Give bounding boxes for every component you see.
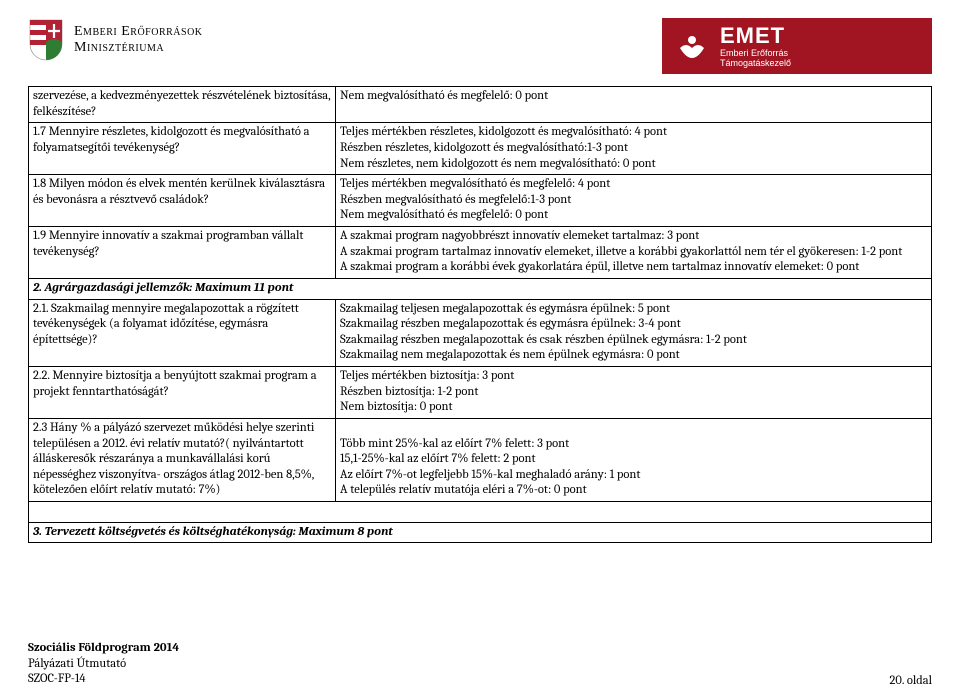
criterion-cell: 2.3 Hány % a pályázó szervezet működési … [29,418,336,501]
table-row: 1.7 Mennyire részletes, kidolgozott és m… [29,123,932,175]
ministry-name: Emberi Erőforrások Minisztériuma [74,24,203,56]
footer-page: 20. oldal [890,674,932,688]
criterion-cell: szervezése, a kedvezményezettek részvéte… [29,87,336,123]
table-row: 2.1. Szakmailag mennyire megalapozottak … [29,299,932,367]
footer-title: Szociális Földprogram 2014 [28,641,179,657]
ministry-line1: Emberi Erőforrások [74,24,203,40]
table-row: 2.2. Mennyire biztosítja a benyújtott sz… [29,367,932,419]
scoring-cell: Nem megvalósítható és megfelelő: 0 pont [336,87,932,123]
scoring-cell: Több mint 25%-kal az előírt 7% felett: 3… [336,418,932,501]
table-row: szervezése, a kedvezményezettek részvéte… [29,87,932,123]
scoring-cell: Teljes mértékben részletes, kidolgozott … [336,123,932,175]
page-header: Emberi Erőforrások Minisztériuma EMET Em… [28,18,932,74]
scoring-cell: Szakmailag teljesen megalapozottak és eg… [336,299,932,367]
section2-header: 2. Agrárgazdasági jellemzők: Maximum 11 … [29,278,932,299]
criterion-cell: 1.9 Mennyire innovatív a szakmai program… [29,227,336,279]
ministry-logo-block: Emberi Erőforrások Minisztériuma [28,18,203,62]
section3-header: 3. Tervezett költségvetés és költséghaté… [29,522,932,543]
scoring-cell: Teljes mértékben megvalósítható és megfe… [336,175,932,227]
emet-hands-icon [674,28,710,64]
section-header-row: 3. Tervezett költségvetés és költséghaté… [29,522,932,543]
section-header-row: 2. Agrárgazdasági jellemzők: Maximum 11 … [29,278,932,299]
ministry-line2: Minisztériuma [74,40,203,56]
criterion-cell: 1.8 Milyen módon és elvek mentén kerülne… [29,175,336,227]
page-footer: Szociális Földprogram 2014 Pályázati Útm… [28,633,932,688]
table-row: 1.8 Milyen módon és elvek mentén kerülne… [29,175,932,227]
criterion-cell: 1.7 Mennyire részletes, kidolgozott és m… [29,123,336,175]
spacer-row [29,502,932,523]
emet-badge: EMET Emberi Erőforrás Támogatáskezelő [662,18,932,74]
footer-sub: Pályázati Útmutató [28,657,179,673]
scoring-cell: A szakmai program nagyobbrészt innovatív… [336,227,932,279]
spacer-cell [29,502,932,523]
emet-sub2: Támogatáskezelő [720,59,791,69]
criterion-cell: 2.1. Szakmailag mennyire megalapozottak … [29,299,336,367]
criteria-table: szervezése, a kedvezményezettek részvéte… [28,86,932,543]
scoring-cell: Teljes mértékben biztosítja: 3 pontRészb… [336,367,932,419]
table-row: 2.3 Hány % a pályázó szervezet működési … [29,418,932,501]
footer-code: SZOC-FP-14 [28,672,179,688]
criterion-cell: 2.2. Mennyire biztosítja a benyújtott sz… [29,367,336,419]
hungary-shield-icon [28,18,64,62]
table-row: 1.9 Mennyire innovatív a szakmai program… [29,227,932,279]
emet-title: EMET [720,23,791,49]
